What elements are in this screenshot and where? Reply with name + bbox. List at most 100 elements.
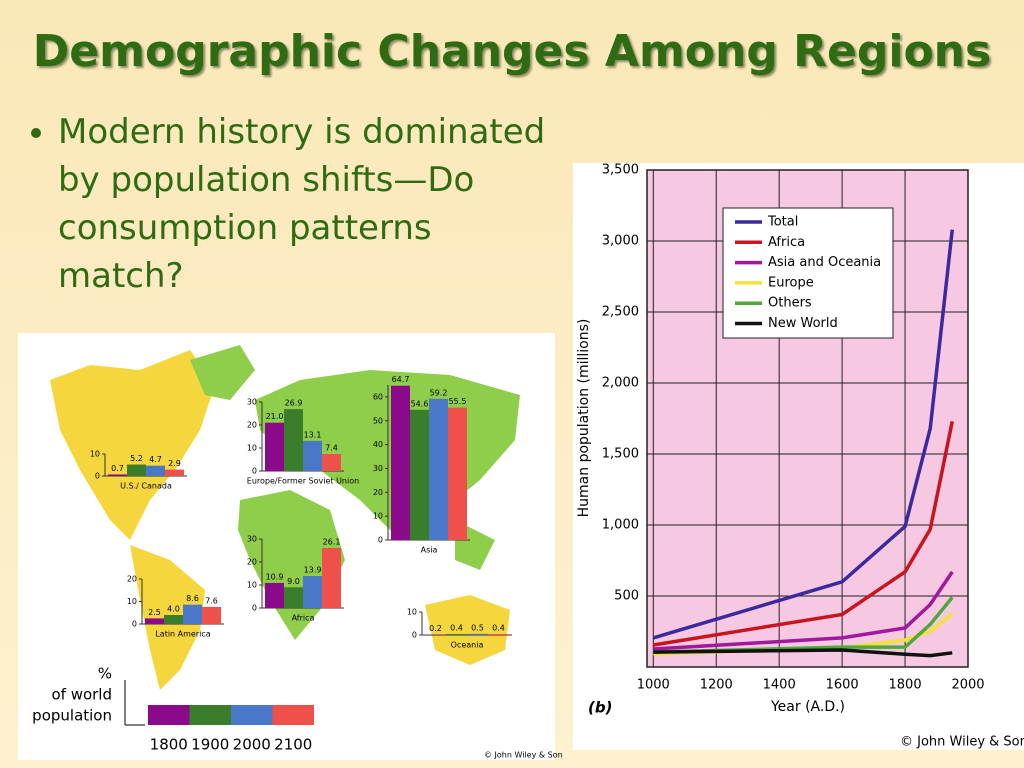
map-credit: © John Wiley & Son (484, 751, 563, 760)
x-tick-label: 1400 (763, 678, 796, 693)
bar (265, 582, 284, 608)
x-tick-label: 2000 (951, 678, 984, 693)
y-tick-label: 2,000 (602, 376, 639, 391)
y-tick-label: 20 (127, 575, 137, 584)
y-tick-label: 1,500 (602, 447, 639, 462)
value-label: 7.4 (325, 443, 338, 452)
value-label: 4.0 (167, 605, 180, 614)
y-tick-label: 30 (247, 398, 257, 407)
series-line (653, 570, 954, 651)
legend-year: 2100 (274, 736, 312, 754)
y-tick-label: 3,500 (602, 163, 639, 178)
y-tick-label: 10 (247, 444, 257, 453)
bullet: Modern history is dominated by populatio… (58, 108, 558, 300)
legend-title: population (32, 707, 112, 725)
y-tick-label: 3,000 (602, 234, 639, 249)
bar (284, 409, 303, 471)
y-tick-label: 20 (247, 421, 257, 430)
x-tick-label: 1000 (637, 678, 670, 693)
bar (284, 587, 303, 608)
y-tick-label: 0 (95, 472, 100, 481)
bar (391, 385, 410, 540)
value-label: 54.6 (411, 399, 429, 408)
legend-label: Others (768, 296, 812, 311)
value-label: 10.9 (266, 572, 284, 581)
legend-label: New World (768, 316, 838, 331)
region-label: Africa (292, 614, 315, 623)
bar (446, 634, 467, 635)
y-tick-label: 0 (378, 536, 383, 545)
legend-year: 1800 (150, 736, 188, 754)
panel-label: (b) (588, 699, 612, 717)
legend-title: % (98, 665, 112, 683)
bar (165, 469, 184, 476)
legend-label: Europe (768, 275, 814, 290)
bar (303, 576, 322, 608)
bar (448, 407, 467, 540)
y-tick-label: 30 (373, 464, 383, 473)
region-label: Europe/Former Soviet Union (247, 477, 359, 486)
value-label: 26.9 (285, 399, 303, 408)
bar (145, 618, 164, 624)
value-label: 0.5 (471, 623, 484, 632)
legend-swatch (189, 705, 231, 725)
value-label: 2.9 (168, 459, 181, 468)
value-label: 26.1 (323, 537, 341, 546)
bar (265, 422, 284, 471)
x-tick-label: 1800 (889, 678, 922, 693)
value-label: 0.4 (492, 624, 505, 633)
legend-label: Asia and Oceania (768, 255, 881, 270)
y-tick-label: 10 (127, 597, 137, 606)
series-line (653, 648, 953, 658)
y-tick-label: 0 (132, 620, 137, 629)
bar (183, 604, 202, 624)
value-label: 7.6 (205, 596, 218, 605)
y-tick-label: 0 (412, 631, 417, 640)
y-axis-label: Human population (millions) (576, 319, 592, 518)
region-label: U.S./ Canada (120, 482, 172, 491)
legend-title: of world (51, 686, 112, 704)
legend-swatch (231, 705, 273, 725)
value-label: 4.7 (149, 455, 162, 464)
value-label: 0.4 (450, 624, 463, 633)
legend-swatch (272, 705, 314, 725)
y-tick-label: 10 (373, 512, 383, 521)
bullet-list: Modern history is dominated by populatio… (24, 108, 558, 300)
bar (164, 615, 183, 624)
bar (467, 633, 488, 635)
y-tick-label: 2,500 (602, 305, 639, 320)
y-tick-label: 50 (373, 416, 383, 425)
value-label: 59.2 (430, 388, 448, 397)
series-line (653, 420, 954, 647)
value-label: 55.5 (449, 397, 467, 406)
x-axis-label: Year (A.D.) (770, 699, 845, 715)
bar (488, 634, 509, 635)
legend-year: 1900 (191, 736, 229, 754)
legend-label: Total (767, 215, 798, 230)
legend-label: Africa (768, 235, 805, 250)
bar (429, 398, 448, 540)
series-line (652, 229, 955, 640)
y-tick-label: 40 (373, 440, 383, 449)
x-tick-label: 1200 (700, 678, 733, 693)
y-tick-label: 500 (614, 589, 639, 604)
y-tick-label: 60 (373, 392, 383, 401)
bar (410, 409, 429, 540)
bar (146, 465, 165, 476)
y-tick-label: 1,000 (602, 518, 639, 533)
region-label: Asia (421, 546, 438, 555)
bar (202, 606, 221, 624)
bar (303, 440, 322, 471)
value-label: 64.7 (392, 375, 410, 384)
bar (127, 464, 146, 476)
y-tick-label: 10 (90, 450, 100, 459)
legend-swatch (148, 705, 190, 725)
y-tick-label: 30 (247, 535, 257, 544)
y-tick-label: 10 (247, 581, 257, 590)
value-label: 2.5 (148, 608, 161, 617)
x-tick-label: 1600 (826, 678, 859, 693)
value-label: 21.0 (266, 412, 284, 421)
y-tick-label: 20 (247, 558, 257, 567)
